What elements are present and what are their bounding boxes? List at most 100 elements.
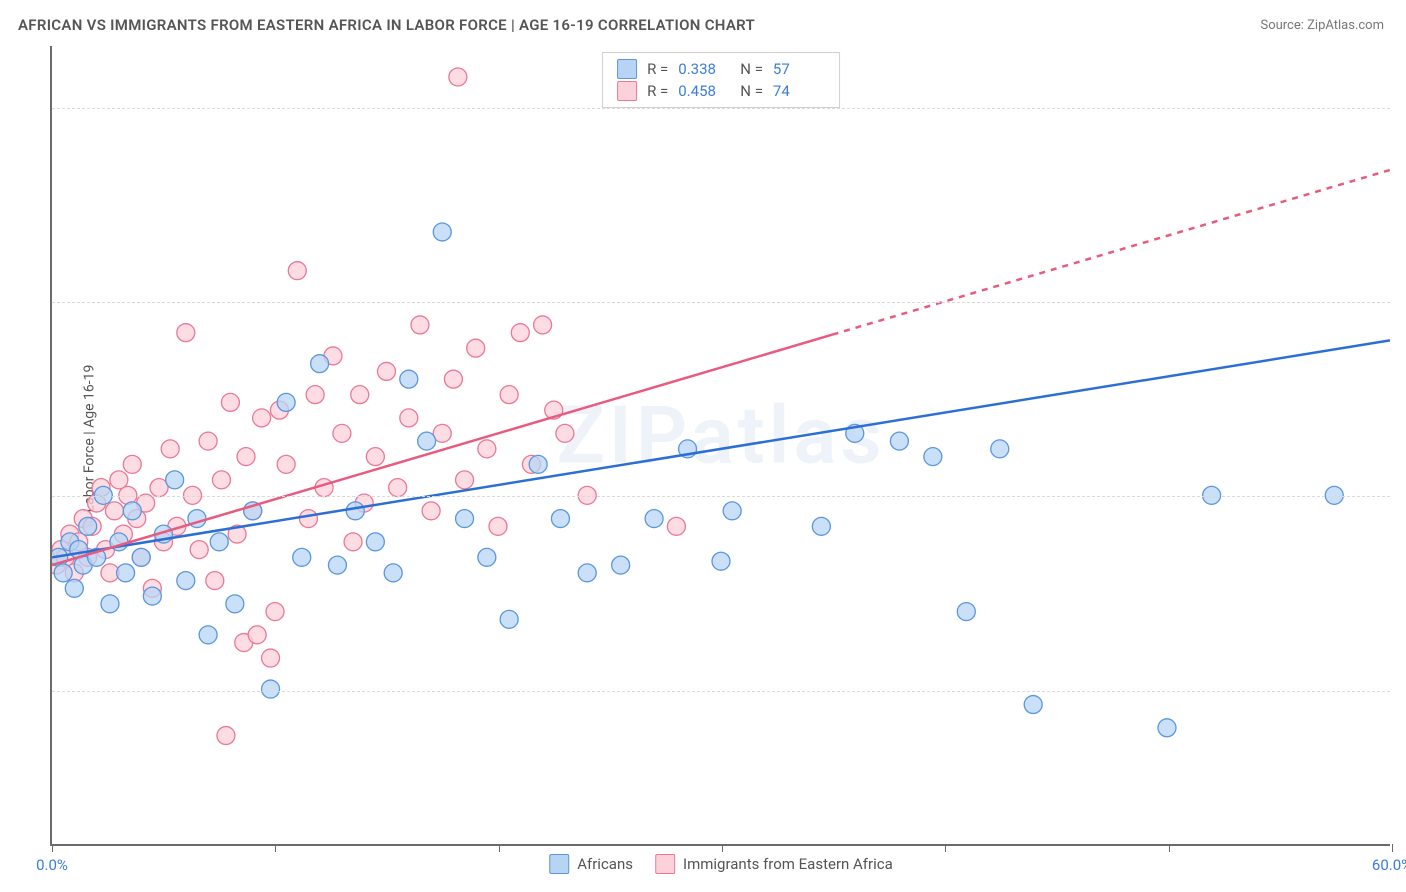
scatter-point (578, 486, 596, 504)
scatter-point (444, 370, 462, 388)
legend-label: Immigrants from Eastern Africa (683, 855, 893, 873)
x-tick-label: 60.0% (1372, 856, 1406, 874)
scatter-point (143, 587, 161, 605)
scatter-point (556, 424, 574, 442)
x-tick (945, 844, 946, 852)
legend-item: Africans (549, 854, 633, 874)
correlation-legend: R = 0.338 N = 57 R = 0.458 N = 74 (602, 52, 840, 108)
scatter-point (105, 502, 123, 520)
scatter-point (500, 386, 518, 404)
scatter-point (217, 727, 235, 745)
scatter-point (266, 603, 284, 621)
scatter-point (346, 502, 364, 520)
chart-title: AFRICAN VS IMMIGRANTS FROM EASTERN AFRIC… (18, 16, 755, 34)
scatter-point (293, 548, 311, 566)
gridline (52, 108, 1390, 109)
legend-swatch (655, 854, 675, 874)
scatter-point (123, 455, 141, 473)
scatter-point (132, 548, 150, 566)
scatter-point (226, 595, 244, 613)
legend-label: Africans (577, 855, 633, 873)
gridline (52, 691, 1390, 692)
scatter-point (812, 517, 830, 535)
scatter-point (433, 223, 451, 241)
scatter-point (54, 564, 72, 582)
scatter-point (262, 680, 280, 698)
series-legend: Africans Immigrants from Eastern Africa (549, 854, 893, 874)
scatter-point (366, 533, 384, 551)
legend-n-label: N = (740, 82, 763, 100)
scatter-point (306, 386, 324, 404)
scatter-point (328, 556, 346, 574)
scatter-point (411, 316, 429, 334)
scatter-point (262, 649, 280, 667)
scatter-point (117, 564, 135, 582)
scatter-point (456, 510, 474, 528)
source-label: Source: ZipAtlas.com (1260, 18, 1384, 33)
x-tick (52, 844, 53, 852)
scatter-point (500, 610, 518, 628)
scatter-point (237, 448, 255, 466)
scatter-point (612, 556, 630, 574)
scatter-point (400, 409, 418, 427)
scatter-point (1203, 486, 1221, 504)
scatter-point (645, 510, 663, 528)
y-tick-label: 25.0% (1402, 682, 1406, 700)
legend-n-value: 74 (773, 82, 825, 100)
legend-r-label: R = (647, 82, 668, 100)
scatter-point (389, 479, 407, 497)
x-tick (499, 844, 500, 852)
scatter-point (890, 432, 908, 450)
scatter-point (248, 626, 266, 644)
legend-row: R = 0.458 N = 74 (617, 81, 825, 101)
legend-swatch (617, 59, 637, 79)
scatter-point (529, 455, 547, 473)
scatter-point (351, 386, 369, 404)
legend-swatch (549, 854, 569, 874)
scatter-point (161, 440, 179, 458)
scatter-point (199, 626, 217, 644)
scatter-point (400, 370, 418, 388)
y-tick-label: 75.0% (1402, 293, 1406, 311)
scatter-point (299, 510, 317, 528)
legend-r-label: R = (647, 60, 668, 78)
legend-swatch (617, 81, 637, 101)
scatter-point (1024, 696, 1042, 714)
scatter-point (449, 68, 467, 86)
scatter-point (467, 339, 485, 357)
scatter-point (712, 552, 730, 570)
scatter-point (210, 533, 228, 551)
scatter-point (534, 316, 552, 334)
scatter-point (177, 324, 195, 342)
scatter-point (333, 424, 351, 442)
x-tick (1392, 844, 1393, 852)
scatter-point (166, 471, 184, 489)
scatter-point (94, 486, 112, 504)
scatter-point (478, 548, 496, 566)
scatter-point (212, 471, 230, 489)
scatter-point (277, 455, 295, 473)
scatter-point (221, 393, 239, 411)
scatter-point (551, 510, 569, 528)
scatter-svg (52, 46, 1390, 844)
scatter-point (578, 564, 596, 582)
scatter-point (1325, 486, 1343, 504)
gridline (52, 496, 1390, 497)
scatter-point (924, 448, 942, 466)
legend-item: Immigrants from Eastern Africa (655, 854, 893, 874)
scatter-point (418, 432, 436, 450)
scatter-point (123, 502, 141, 520)
scatter-point (478, 440, 496, 458)
scatter-point (422, 502, 440, 520)
scatter-point (723, 502, 741, 520)
legend-r-value: 0.458 (678, 82, 730, 100)
scatter-point (277, 393, 295, 411)
scatter-point (1158, 719, 1176, 737)
legend-n-value: 57 (773, 60, 825, 78)
x-tick-label: 0.0% (36, 856, 68, 874)
scatter-point (101, 595, 119, 613)
scatter-point (511, 324, 529, 342)
scatter-point (957, 603, 975, 621)
scatter-point (378, 362, 396, 380)
scatter-point (190, 541, 208, 559)
